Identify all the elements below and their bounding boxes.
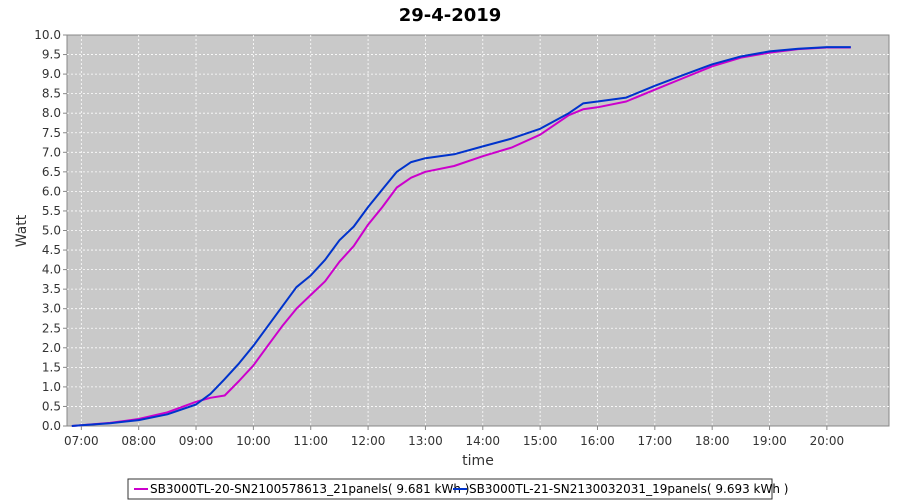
y-tick-label: 10.0: [34, 28, 61, 42]
x-tick-label: 16:00: [580, 434, 615, 448]
y-tick-label: 1.0: [42, 380, 61, 394]
y-tick-label: 9.5: [42, 48, 61, 62]
y-tick-label: 7.5: [42, 126, 61, 140]
y-tick-label: 1.5: [42, 360, 61, 374]
plot-area: [66, 34, 890, 427]
x-tick-label: 07:00: [64, 434, 99, 448]
x-tick-label: 19:00: [752, 434, 787, 448]
y-tick-label: 5.5: [42, 204, 61, 218]
y-tick-label: 0.5: [42, 399, 61, 413]
x-axis-title: time: [462, 453, 494, 469]
x-tick-label: 08:00: [121, 434, 156, 448]
y-tick-label: 9.0: [42, 67, 61, 81]
y-tick-label: 6.0: [42, 184, 61, 198]
series-line-2: [71, 46, 851, 427]
y-tick-label: 2.0: [42, 341, 61, 355]
series-line-1: [71, 46, 851, 427]
y-tick-label: 2.5: [42, 321, 61, 335]
legend: SB3000TL-20-SN2100578613_21panels( 9.681…: [127, 478, 788, 500]
x-tick-label: 12:00: [351, 434, 386, 448]
y-tick-label: 8.5: [42, 87, 61, 101]
x-tick-label: 15:00: [523, 434, 558, 448]
legend-label-1: SB3000TL-20-SN2100578613_21panels( 9.681…: [150, 482, 469, 496]
plot-background: [66, 34, 890, 427]
x-tick-label: 18:00: [695, 434, 730, 448]
x-tick-label: 17:00: [638, 434, 673, 448]
legend-label-2: SB3000TL-21-SN2130032031_19panels( 9.693…: [469, 482, 788, 496]
y-tick-label: 8.0: [42, 106, 61, 120]
y-tick-label: 7.0: [42, 145, 61, 159]
x-tick-label: 14:00: [465, 434, 500, 448]
y-tick-label: 3.0: [42, 302, 61, 316]
chart-title: 29-4-2019: [399, 5, 502, 26]
y-tick-label: 4.0: [42, 263, 61, 277]
series-layer: [71, 46, 851, 427]
x-axis: 07:00 08:00 09:00 10:00 11:00 12:00 13:00 14:00…: [64, 426, 844, 448]
y-tick-label: 5.0: [42, 224, 61, 238]
y-axis-title: Watt: [14, 214, 30, 247]
x-tick-label: 13:00: [408, 434, 443, 448]
y-axis: 0.0 0.5 1.0 1.5 2.0 2.5 3.0 3.5 4.0 4.5 5.0 5.5 6.0 6…: [34, 28, 67, 433]
y-tick-label: 6.5: [42, 165, 61, 179]
legend-box: [127, 478, 773, 500]
y-tick-label: 3.5: [42, 282, 61, 296]
y-tick-label: 4.5: [42, 243, 61, 257]
x-tick-label: 20:00: [810, 434, 845, 448]
x-tick-label: 11:00: [293, 434, 328, 448]
x-tick-label: 10:00: [236, 434, 271, 448]
x-tick-label: 09:00: [179, 434, 214, 448]
y-tick-label: 0.0: [42, 419, 61, 433]
